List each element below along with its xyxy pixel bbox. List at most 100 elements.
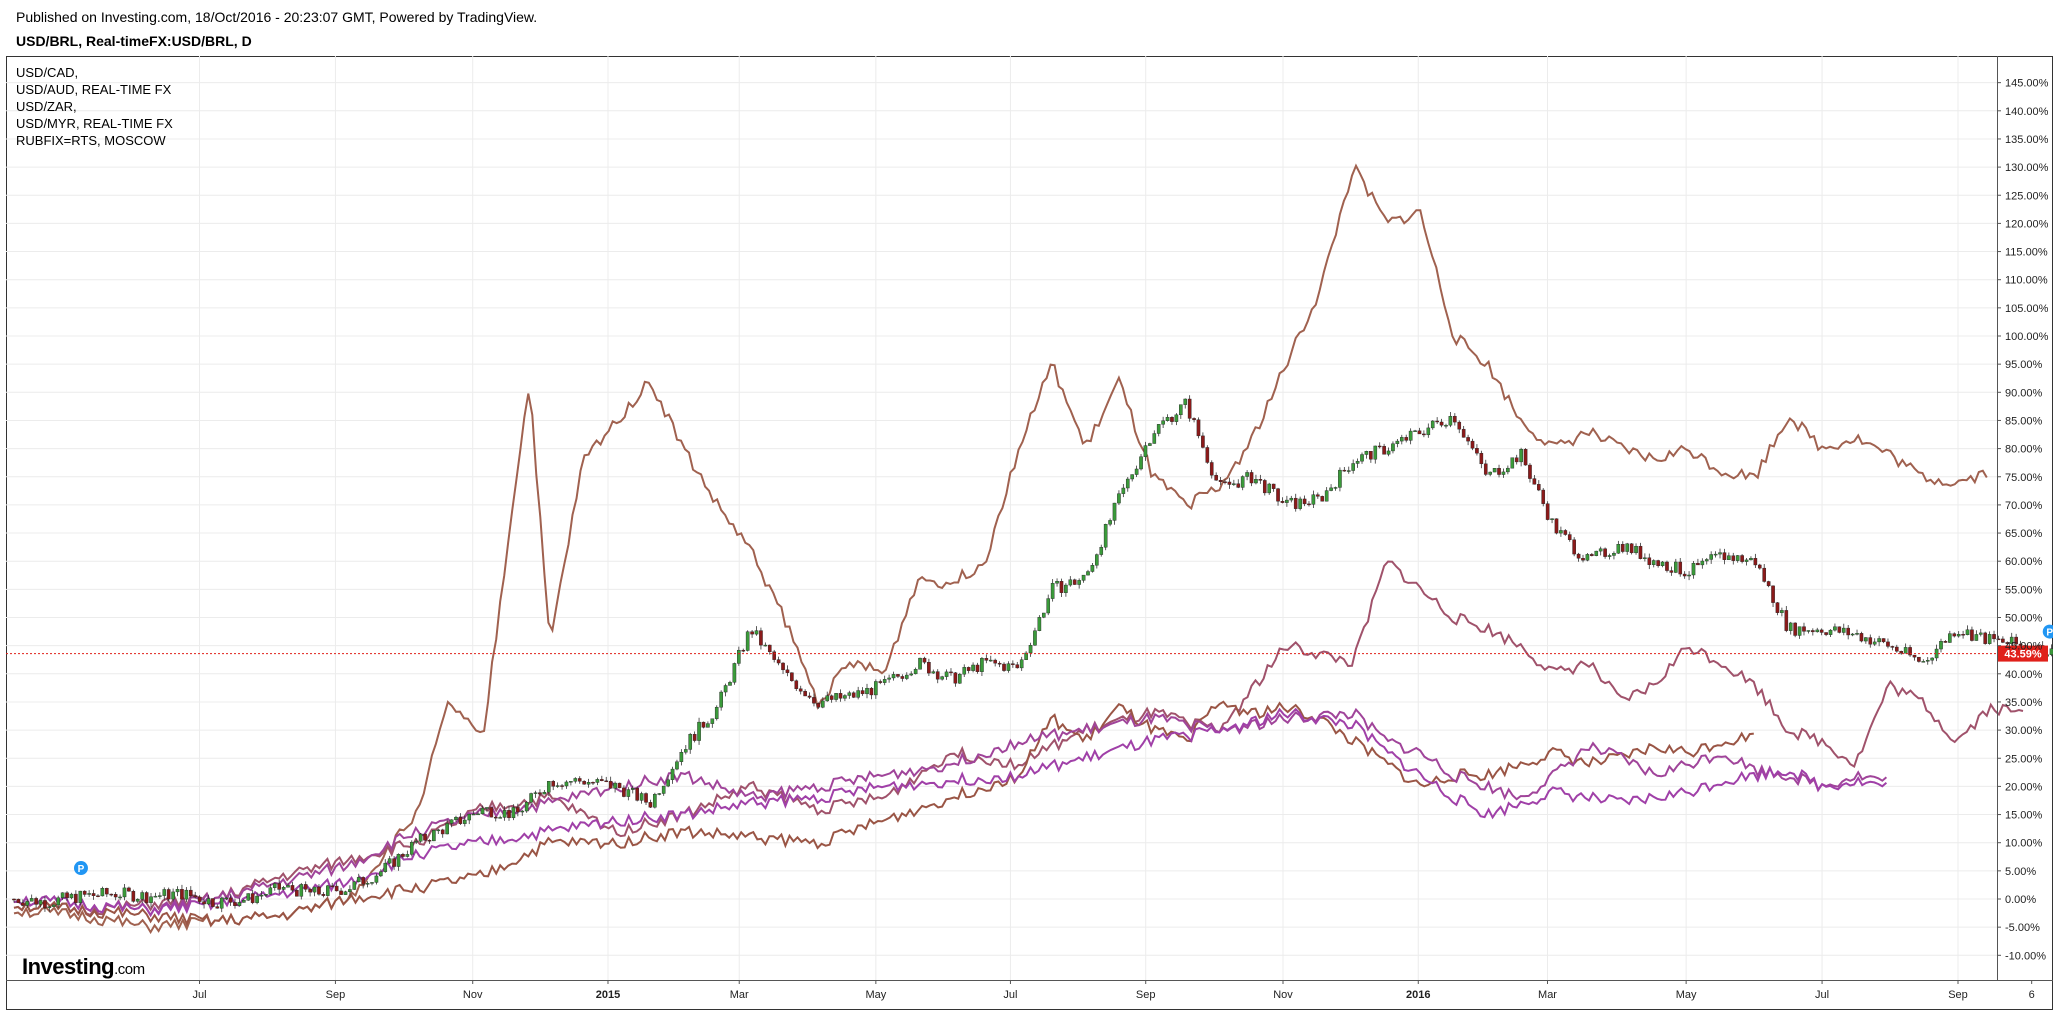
candle-body-284	[1267, 483, 1272, 494]
candle-body-430	[1912, 654, 1917, 658]
candle-body-379	[1687, 574, 1691, 577]
candle-body-74	[339, 890, 343, 895]
candle-body-364	[1620, 544, 1625, 552]
candle-body-359	[1598, 548, 1603, 552]
candle-body-432	[1921, 661, 1926, 663]
candle-body-217	[971, 664, 975, 671]
candle-body-296	[1320, 496, 1325, 502]
candle-body-137	[617, 782, 622, 789]
candle-body-313	[1395, 440, 1400, 444]
price-axis[interactable]: 145.00% 140.00% 135.00% 130.00% 125.00% 120.0…	[1997, 78, 2049, 963]
legend-entry-usd-zar[interactable]: USD/ZAR,	[16, 99, 77, 114]
candle-body-255	[1139, 456, 1143, 470]
candle-body-311	[1386, 450, 1391, 455]
candle-body-176	[790, 672, 794, 681]
candle-body-353	[1572, 539, 1576, 555]
candle-body-327	[1457, 421, 1462, 430]
candle-body-461	[2049, 648, 2053, 655]
candle-body-179	[803, 691, 807, 697]
candle-body-318	[1417, 430, 1422, 435]
candle-body-283	[1262, 480, 1267, 494]
candle-body-15	[78, 890, 83, 903]
candle-body-404	[1797, 626, 1802, 636]
event-markers[interactable]: PP	[73, 624, 2053, 876]
logo-suffix: .com	[114, 961, 145, 978]
legend-entry-usd-aud[interactable]: USD/AUD, REAL-TIME FX	[16, 82, 172, 97]
candle-body-19	[96, 895, 100, 897]
candle-body-152	[683, 749, 688, 753]
candle-body-347	[1545, 503, 1550, 520]
candle-body-8	[47, 906, 52, 908]
candle-body-281	[1254, 479, 1258, 484]
candle-body-25	[122, 887, 127, 898]
candle-body-320	[1426, 427, 1431, 436]
candle-body-362	[1612, 553, 1616, 556]
candle-body-191	[856, 690, 860, 698]
candle-body-212	[949, 671, 953, 674]
candle-body-399	[1775, 602, 1780, 613]
candle-body-206	[922, 657, 927, 663]
candle-body-306	[1364, 451, 1369, 455]
legend-entry-usd-myr[interactable]: USD/MYR, REAL-TIME FX	[16, 116, 173, 131]
candle-body-108	[489, 807, 494, 818]
candle-body-205	[918, 657, 922, 670]
candle-body-221	[988, 659, 993, 662]
candle-body-200	[896, 674, 900, 677]
y-tick-label-9: 100.00%	[2005, 331, 2049, 343]
candle-body-368	[1638, 545, 1643, 559]
x-tick-label-8: Nov	[1273, 989, 1293, 1001]
candle-body-407	[1811, 630, 1815, 633]
candle-body-103	[467, 813, 472, 821]
legend-entry-usd-cad[interactable]: USD/CAD,	[16, 65, 79, 80]
comparison-chart[interactable]: 43.59% PP 145.00%140.00%135.00%130.00%12…	[6, 56, 2053, 1010]
candle-body-441	[1961, 634, 1965, 636]
y-tick-label-10: 95.00%	[2005, 359, 2043, 371]
x-tick-label-10: Mar	[1538, 989, 1557, 1001]
candle-body-88	[401, 853, 405, 857]
candle-body-147	[661, 785, 666, 794]
candle-body-44	[206, 898, 211, 905]
candle-body-45	[211, 898, 215, 907]
candle-body-16	[82, 890, 87, 895]
candle-body-125	[564, 781, 569, 787]
investing-logo[interactable]: Investing.com	[22, 954, 145, 980]
candle-body-27	[131, 891, 136, 902]
event-marker-1[interactable]	[2042, 624, 2053, 639]
candle-body-274	[1223, 481, 1227, 483]
candle-body-57	[264, 894, 268, 896]
series-line-zar	[13, 560, 2024, 917]
candle-body-310	[1382, 445, 1386, 455]
time-axis[interactable]: Jul Sep Nov 2015 Mar May Jul Sep Nov 2016 Mar May Ju…	[192, 980, 2035, 1001]
candle-body-177	[794, 680, 799, 689]
candle-body-223	[997, 662, 1002, 665]
candle-body-33	[158, 895, 162, 897]
candle-body-247	[1103, 524, 1108, 548]
candle-body-87	[396, 853, 401, 867]
candle-body-325	[1448, 415, 1453, 426]
candle-body-215	[962, 667, 967, 675]
candle-body-134	[604, 780, 609, 783]
candle-body-92	[418, 833, 423, 842]
candle-body-293	[1307, 503, 1311, 506]
candle-body-265	[1183, 398, 1188, 405]
candle-body-175	[785, 669, 790, 673]
candle-body-32	[153, 895, 158, 898]
candle-body-195	[874, 681, 878, 696]
candle-body-104	[471, 813, 476, 816]
candle-body-43	[202, 901, 206, 905]
candle-body-174	[781, 662, 785, 671]
event-marker-0[interactable]	[73, 861, 88, 876]
candle-body-181	[812, 697, 816, 704]
candle-body-65	[299, 884, 304, 897]
candle-body-417	[1855, 633, 1859, 635]
candle-body-440	[1956, 634, 1961, 637]
candle-body-345	[1537, 484, 1541, 491]
candle-body-138	[622, 787, 626, 797]
candle-body-78	[356, 877, 361, 882]
candle-body-361	[1607, 555, 1612, 557]
y-tick-label-26: 15.00%	[2005, 810, 2043, 822]
candle-body-214	[958, 673, 962, 684]
candle-body-438	[1948, 633, 1952, 643]
candle-body-82	[374, 875, 379, 883]
legend-entry-rubfix[interactable]: RUBFIX=RTS, MOSCOW	[16, 133, 166, 148]
